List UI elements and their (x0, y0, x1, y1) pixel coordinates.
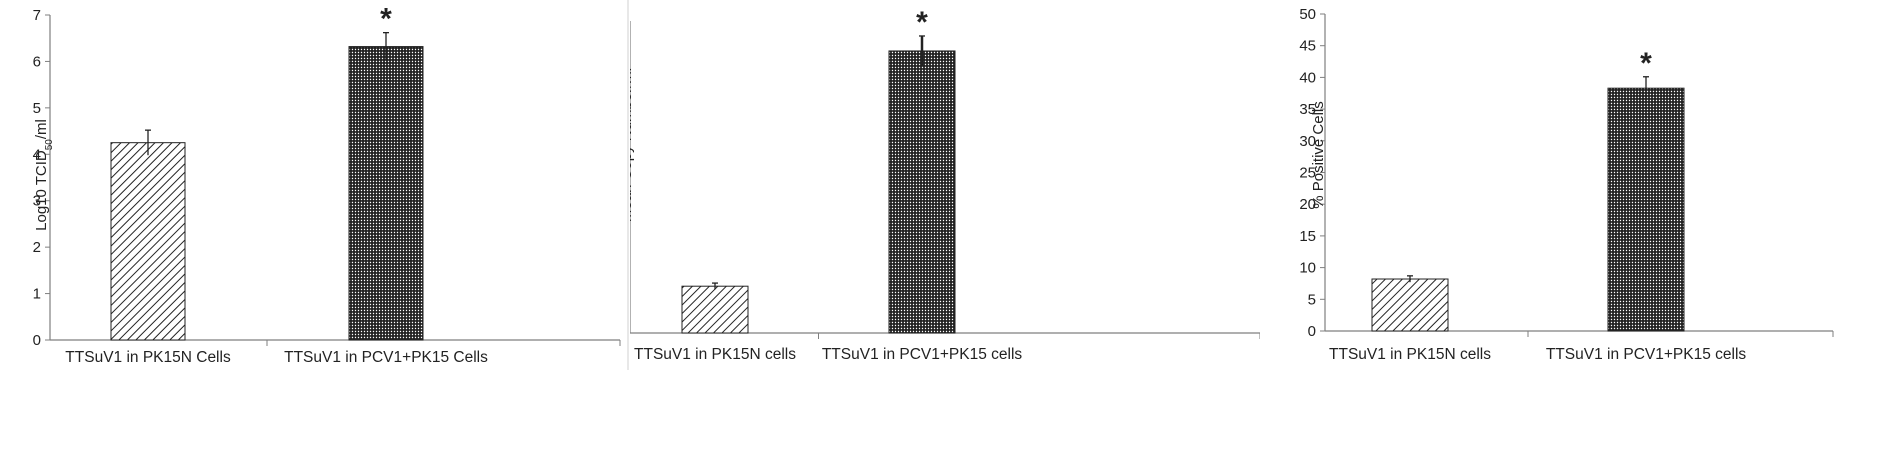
y-tick-label: 45 (1299, 38, 1316, 55)
category-label: TTSuV1 in PK15N cells (634, 346, 796, 363)
y-tick-label: 4 (33, 146, 41, 163)
y-tick-label: 5 (1308, 291, 1316, 308)
y-tick-label: 25 (1299, 165, 1316, 182)
y-axis-title: Mean Copy Number/ml (630, 68, 635, 222)
y-tick-label: 40 (1299, 69, 1316, 86)
y-tick-label: 15 (1299, 228, 1316, 245)
significance-star: * (916, 6, 928, 39)
y-tick-label: 0 (33, 332, 41, 349)
y-tick-label: 1 (33, 286, 41, 303)
y-tick-label: 20 (1299, 196, 1316, 213)
chart-panel-copy-number: 0500000010000000150000002000000025000000… (630, 6, 1260, 363)
bar (1371, 278, 1449, 332)
bar (681, 285, 749, 334)
y-tick-label: 35 (1299, 101, 1316, 118)
bar (1607, 87, 1685, 332)
category-label: TTSuV1 in PCV1+PK15 cells (1546, 346, 1747, 363)
category-label: TTSuV1 in PK15N cells (1329, 346, 1491, 363)
category-label: TTSuV1 in PCV1+PK15 Cells (284, 349, 488, 366)
y-tick-label: 6 (33, 53, 41, 70)
bar (110, 142, 186, 341)
y-tick-label: 0 (1308, 323, 1316, 340)
bar (888, 50, 956, 334)
chart-panel-tcid: 0 1 2 3 4 5 6 7 TTSuV1 in PK15N Cells * TTSuV1 in … (33, 0, 629, 370)
y-tick-label: 10 (1299, 260, 1316, 277)
y-axis-title: Log10 TCID50/ml (33, 119, 55, 231)
y-axis-title: % Positive Cells (1310, 101, 1327, 209)
significance-star: * (380, 3, 392, 36)
category-label: TTSuV1 in PCV1+PK15 cells (822, 346, 1023, 363)
significance-star: * (1640, 47, 1652, 80)
y-tick-label: 30 (1299, 133, 1316, 150)
y-tick-label: 50 (1299, 6, 1316, 23)
y-tick-label: 2 (33, 239, 41, 256)
y-tick-label: 5 (33, 100, 41, 117)
bar (348, 46, 424, 341)
y-tick-label: 7 (33, 7, 41, 24)
y-tick-label: 3 (33, 193, 41, 210)
category-label: TTSuV1 in PK15N Cells (65, 349, 231, 366)
chart-panel-positive-cells: 0 5 10 15 20 25 30 35 40 45 50 TTSuV1 in PK15N cell… (1299, 6, 1834, 363)
